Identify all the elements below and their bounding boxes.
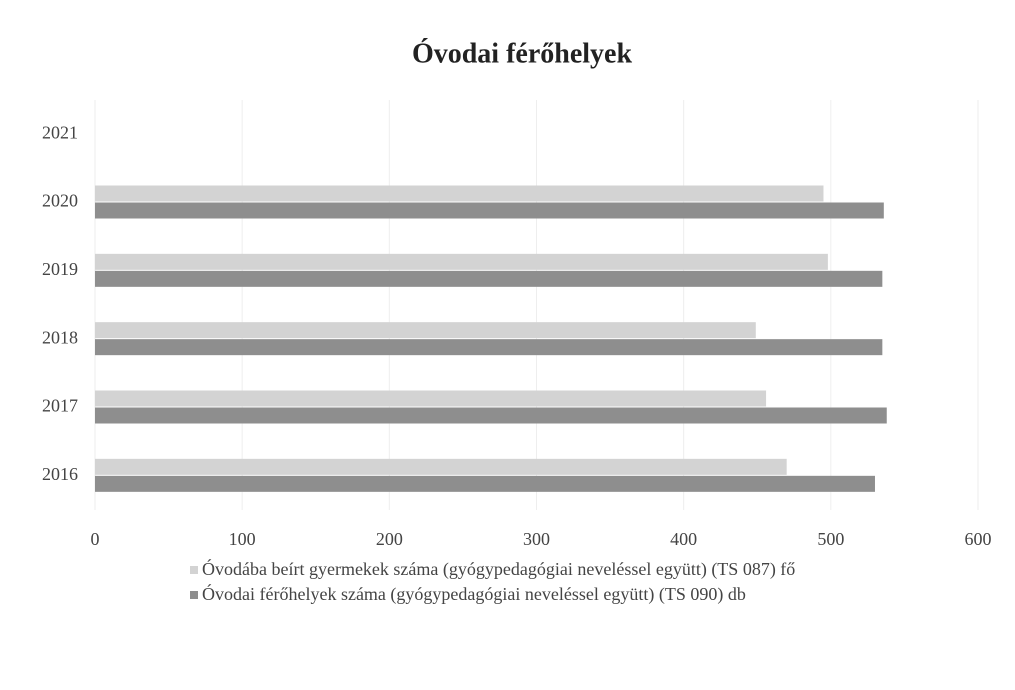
y-tick-label: 2021 [42, 122, 78, 142]
bar [95, 390, 767, 407]
x-tick-label: 300 [523, 529, 550, 549]
x-tick-label: 200 [376, 529, 403, 549]
y-tick-label: 2017 [42, 396, 78, 416]
y-tick-label: 2019 [42, 259, 78, 279]
bar [95, 475, 875, 492]
x-tick-label: 600 [965, 529, 992, 549]
y-tick-label: 2016 [42, 464, 78, 484]
legend-label: Óvodába beírt gyermekek száma (gyógypeda… [202, 559, 796, 579]
y-tick-label: 2020 [42, 191, 78, 211]
legend-entry: Óvodai férőhelyek száma (gyógypedagógiai… [190, 583, 910, 606]
x-tick-label: 0 [91, 529, 100, 549]
bar [95, 270, 883, 287]
chart-title: Óvodai férőhelyek [412, 38, 633, 69]
x-tick-label: 400 [670, 529, 697, 549]
bar [95, 202, 884, 219]
legend-entry: Óvodába beírt gyermekek száma (gyógypeda… [190, 558, 910, 581]
x-tick-label: 100 [229, 529, 256, 549]
x-tick-label: 500 [817, 529, 844, 549]
bar [95, 322, 756, 339]
y-tick-label: 2018 [42, 327, 78, 347]
legend-label: Óvodai férőhelyek száma (gyógypedagógiai… [202, 584, 746, 604]
legend-swatch [190, 566, 198, 574]
bar [95, 185, 824, 202]
bar [95, 339, 883, 356]
bar [95, 458, 787, 475]
bar [95, 253, 828, 270]
legend-swatch [190, 591, 198, 599]
legend: Óvodába beírt gyermekek száma (gyógypeda… [190, 558, 910, 608]
bar [95, 407, 887, 424]
